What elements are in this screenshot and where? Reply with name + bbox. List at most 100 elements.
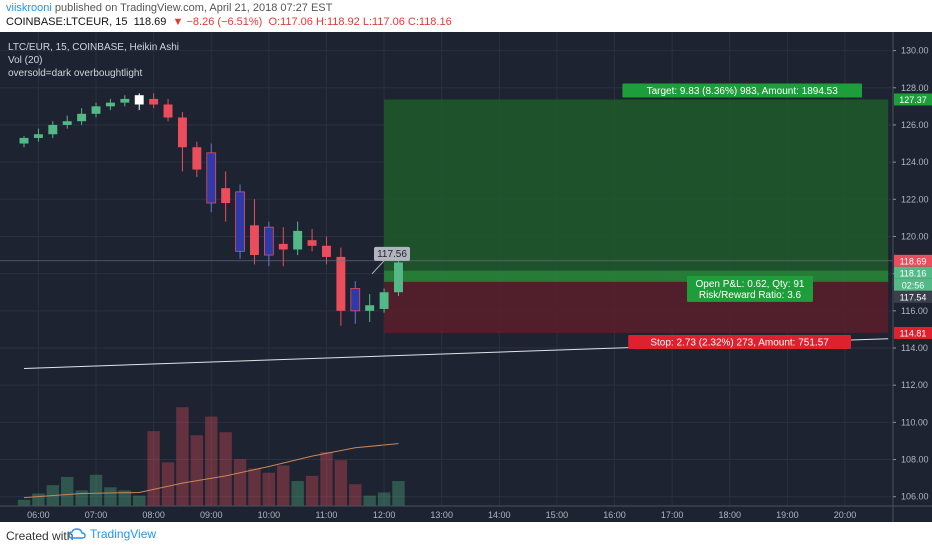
legend-symbol: LTC/EUR, 15, COINBASE, Heikin Ashi [8, 42, 179, 53]
volume-bar [75, 490, 88, 506]
x-tick-label: 15:00 [546, 510, 569, 520]
price-tag-bg [894, 290, 932, 303]
x-tick-label: 20:00 [834, 510, 857, 520]
author-link[interactable]: viiskrooni [6, 2, 52, 14]
y-tick-label: 126.00 [901, 120, 929, 130]
volume-bar [118, 490, 132, 506]
footer: Created with TradingView [0, 522, 932, 550]
cloud-icon [68, 528, 86, 539]
tradingview-logo[interactable]: TradingView [68, 527, 156, 541]
change-down-icon: ▼ [172, 16, 184, 28]
y-tick-label: 112.00 [901, 380, 928, 390]
volume-pane [17, 407, 405, 506]
chart-header: viiskrooni published on TradingView.com,… [0, 0, 932, 30]
candle-body [91, 106, 101, 114]
candle-body [293, 230, 303, 250]
volume-bar [363, 495, 376, 506]
volume-bar [147, 431, 160, 506]
candle-body [206, 152, 217, 204]
candle-body [33, 134, 43, 138]
target-label-bg [622, 83, 862, 98]
volume-bar [17, 499, 31, 506]
price-tag: 127.37 [894, 93, 932, 106]
target-label-text: Target: 9.83 (8.36%) 983, Amount: 1894.5… [647, 86, 839, 97]
volume-bar [349, 484, 362, 506]
volume-bar [305, 475, 319, 506]
x-tick-label: 17:00 [661, 510, 684, 520]
volume-bar [190, 435, 204, 506]
volume-bar [176, 407, 189, 506]
price-tag-text: 117.54 [900, 292, 927, 302]
x-tick-label: 16:00 [603, 510, 626, 520]
volume-bar [291, 481, 304, 506]
candle-body [77, 113, 87, 122]
price-tag-text: 118.69 [900, 256, 927, 266]
candle-body [307, 240, 317, 246]
chart-svg[interactable]: Target: 9.83 (8.36%) 983, Amount: 1894.5… [0, 32, 932, 522]
volume-bar [320, 451, 333, 506]
x-tick-label: 19:00 [776, 510, 799, 520]
candle-body [163, 104, 173, 118]
candles [19, 93, 403, 326]
price-tag: 117.54 [894, 290, 932, 303]
x-tick-label: 18:00 [718, 510, 741, 520]
x-tick-label: 09:00 [200, 510, 223, 520]
volume-bar [334, 460, 348, 506]
open-pnl-zone [384, 270, 889, 282]
y-tick-label: 110.00 [901, 417, 928, 427]
price-tag-bg [894, 254, 932, 267]
x-tick-label: 08:00 [142, 510, 165, 520]
candle-body [134, 95, 144, 105]
candle-body [105, 102, 115, 107]
price-change: −8.26 (−6.51%) [186, 16, 263, 28]
price-tag-text: 114.81 [900, 328, 927, 338]
candle-body [394, 262, 403, 293]
pnl-text: Open P&L: 0.62, Qty: 91 [696, 279, 805, 290]
entry-label-text: 117.56 [377, 249, 407, 260]
volume-bar [262, 472, 276, 506]
y-tick-label: 128.00 [901, 83, 929, 93]
y-tick-label: 130.00 [901, 46, 929, 56]
price-tag-bg [894, 326, 932, 339]
candle-body [379, 292, 389, 309]
y-tick-label: 116.00 [901, 306, 928, 316]
price-tag: 114.81 [894, 326, 932, 339]
entry-label-bg [374, 246, 410, 261]
volume-bar [32, 493, 45, 506]
price-tag: 118.69 [894, 254, 932, 267]
candle-body [235, 191, 245, 252]
candle-body [350, 288, 361, 312]
x-tick-label: 07:00 [85, 510, 108, 520]
candle-body [120, 98, 130, 103]
volume-bar [205, 416, 218, 506]
price-tag-bg [894, 93, 932, 106]
price-tag-text: 127.37 [899, 95, 927, 105]
price-tag-bg [894, 266, 932, 279]
price-tag-text: 118.16 [900, 268, 927, 278]
publish-line: viiskrooni published on TradingView.com,… [6, 2, 332, 14]
price-tag: 02:56 [894, 278, 932, 291]
created-with-text: Created with [6, 529, 74, 543]
candle-body [322, 245, 331, 257]
price-tag: 118.16 [894, 266, 932, 279]
legend-indicator: oversold=dark overboughtlight [8, 68, 142, 79]
x-tick-label: 10:00 [258, 510, 281, 520]
legend-volume: Vol (20) [8, 55, 42, 66]
target-label: Target: 9.83 (8.36%) 983, Amount: 1894.5… [622, 83, 862, 98]
x-tick-label: 14:00 [488, 510, 511, 520]
stop-label-bg [628, 334, 851, 349]
candle-body [249, 225, 259, 256]
entry-label: 117.56 [371, 246, 410, 275]
last-price: 118.69 [133, 16, 167, 28]
candle-body [336, 256, 346, 311]
price-tag-bg [894, 278, 932, 291]
candle-body [149, 98, 159, 105]
y-tick-label: 114.00 [901, 343, 928, 353]
volume-bar [219, 432, 232, 506]
x-tick-label: 11:00 [316, 510, 338, 520]
chart-area[interactable]: Target: 9.83 (8.36%) 983, Amount: 1894.5… [0, 32, 932, 522]
volume-bar [89, 474, 103, 506]
pnl-box-bg [687, 275, 813, 302]
entry-label-pointer [371, 260, 385, 275]
tradingview-brand[interactable]: TradingView [90, 527, 157, 541]
